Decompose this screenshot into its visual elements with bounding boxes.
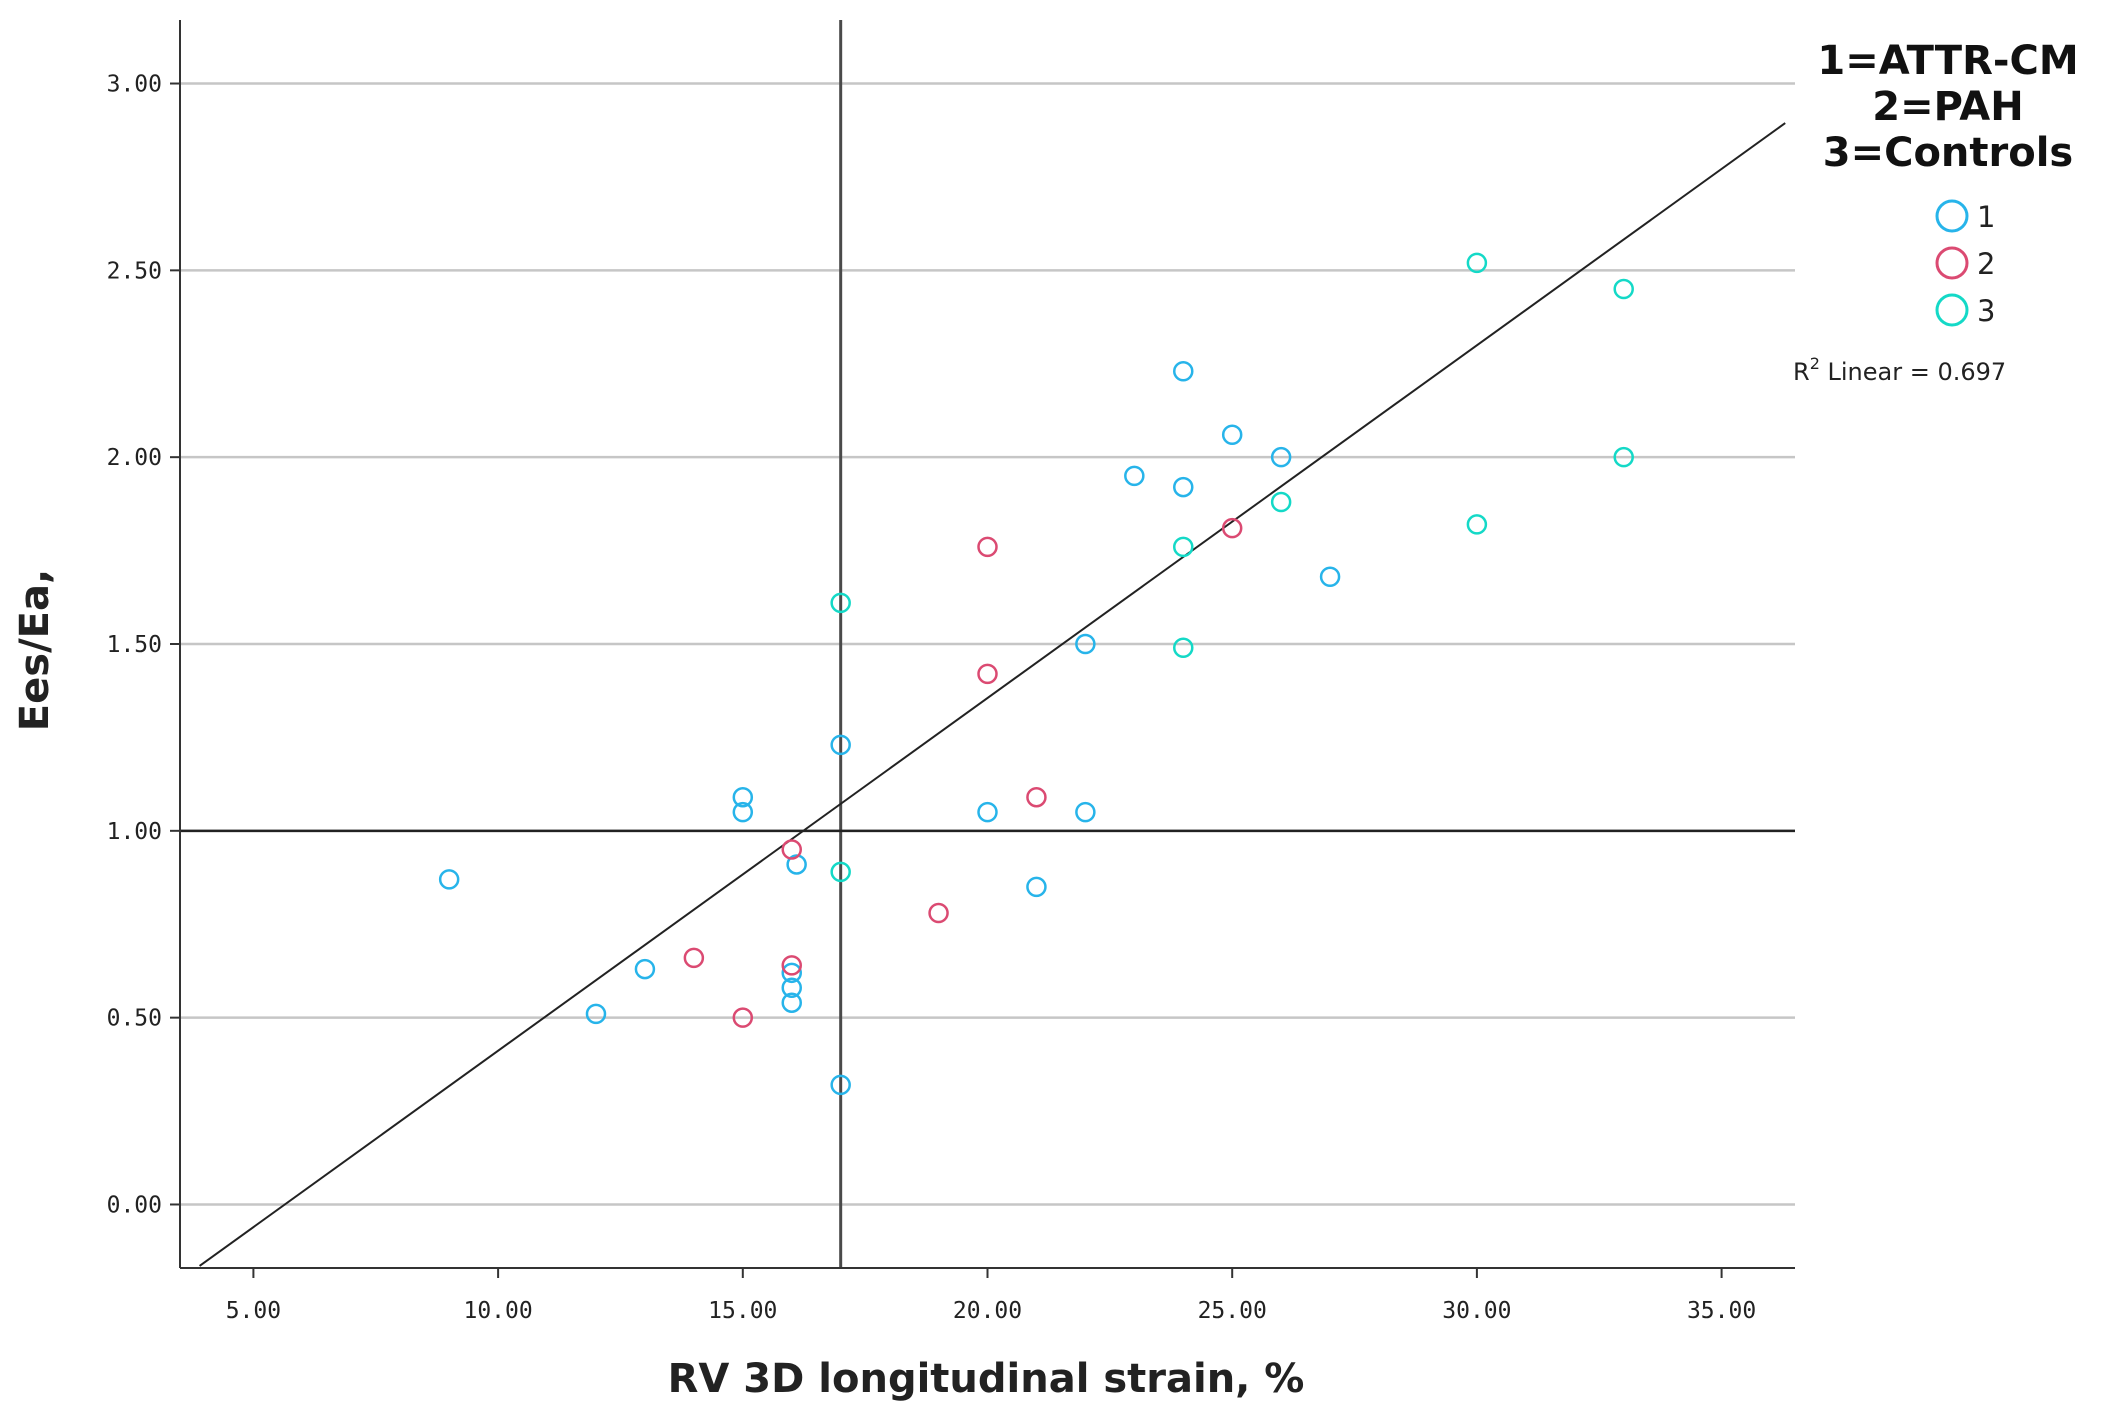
point-series-2-1 [732,1007,754,1028]
legend-title-line-1: 1=ATTR-CM [1817,38,2078,84]
point-series-1-4 [732,801,754,823]
point-series-1-18 [1221,424,1243,446]
legend-title-line-2: 2=PAH [1872,84,2023,130]
point-series-1-10 [830,1074,851,1096]
legend-marker-2 [1935,246,1969,280]
x-tick-label-0: 5.00 [226,1298,281,1324]
y-tick-label-6: 3.00 [107,72,162,98]
point-series-1-13 [1075,633,1096,655]
x-tick-label-4: 25.00 [1198,1298,1267,1324]
point-series-3-0 [830,592,851,614]
point-series-3-7 [1613,278,1634,300]
r2-superscript: 2 [1810,354,1820,373]
x-tick-label-2: 15.00 [708,1298,777,1324]
y-tick-label-2: 1.00 [107,819,162,845]
reference-lines [180,20,1795,1268]
y-axis-title: Ees/Ea, [12,569,58,731]
point-series-1-19 [1270,446,1292,468]
legend: 1=ATTR-CM 2=PAH 3=Controls 123 R2 Linear… [1793,38,2079,386]
legend-label-2: 2 [1977,247,1995,281]
r2-value: Linear = 0.697 [1820,358,2006,386]
fit-line-group [198,122,1786,1267]
y-tick-label-5: 2.50 [107,258,162,284]
point-series-3-8 [1613,446,1634,468]
point-series-1-0 [438,869,460,890]
point-series-2-2 [781,839,802,860]
x-tick-label-6: 35.00 [1687,1298,1756,1324]
point-series-2-7 [1026,786,1047,808]
x-tick-labels: 5.00 10.00 15.00 20.00 25.00 30.00 35.00 [226,1268,1756,1324]
point-series-1-6 [781,977,802,999]
point-series-2-3 [781,955,802,976]
y-tick-label-1: 0.50 [107,1006,162,1032]
point-series-3-3 [1173,637,1194,658]
point-series-2-0 [683,947,705,969]
legend-title-line-3: 3=Controls [1823,130,2074,176]
point-series-1-12 [1026,876,1047,898]
point-series-1-8 [786,854,807,875]
x-axis-title: RV 3D longitudinal strain, % [668,1356,1305,1402]
y-tick-labels: 0.00 0.50 1.00 1.50 2.00 2.50 3.00 [107,72,180,1218]
r2-annotation: R2 Linear = 0.697 [1793,354,2006,386]
gridlines [180,82,1795,1206]
legend-entries: 1 2 3 [1935,199,1995,328]
point-series-2-6 [977,663,998,685]
point-series-1-7 [781,992,802,1013]
legend-label-1: 1 [1977,200,1995,234]
legend-marker-1 [1935,199,1969,233]
r2-label: R [1793,358,1810,386]
legend-label-3: 3 [1977,294,1995,328]
point-series-1-3 [732,786,754,808]
point-series-3-6 [1466,514,1488,535]
data-points [438,252,1634,1096]
point-series-1-16 [1173,360,1194,382]
point-series-1-9 [830,734,851,756]
point-series-1-15 [1124,465,1145,487]
y-tick-label-4: 2.00 [107,445,162,471]
x-tick-label-5: 30.00 [1442,1298,1511,1324]
y-tick-label-3: 1.50 [107,632,162,658]
point-series-2-4 [928,902,949,924]
x-tick-label-1: 10.00 [463,1298,532,1324]
point-series-1-14 [1075,801,1096,823]
legend-marker-3 [1935,293,1969,327]
point-series-1-20 [1319,566,1341,587]
point-series-3-5 [1466,252,1488,274]
point-series-2-5 [977,536,998,558]
point-series-1-11 [977,801,998,823]
point-series-2-8 [1221,517,1243,539]
point-series-1-5 [781,962,802,984]
point-series-1-17 [1173,476,1194,498]
point-series-3-1 [830,861,851,883]
point-series-1-2 [634,958,656,980]
linear-fit-line [198,122,1786,1267]
point-series-3-4 [1270,491,1292,513]
x-tick-label-3: 20.00 [953,1298,1022,1324]
y-tick-label-0: 0.00 [107,1192,162,1218]
point-series-3-2 [1173,536,1194,558]
point-series-1-1 [585,1003,607,1025]
